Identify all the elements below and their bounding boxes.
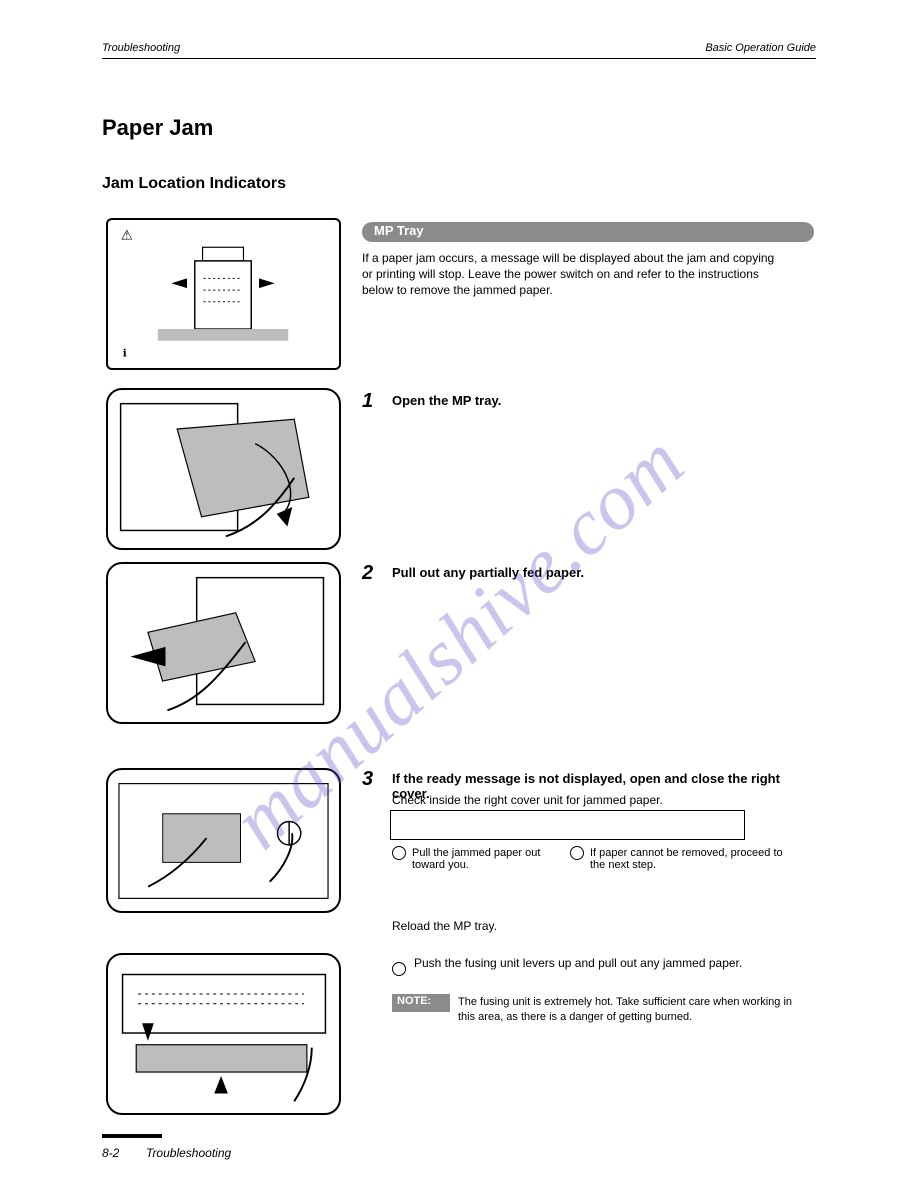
svg-text:⚠: ⚠ [121,227,133,242]
header-rule [102,58,816,59]
note-text: The fusing unit is extremely hot. Take s… [458,995,808,1025]
printer-outline-icon: ⚠ ℹ [108,220,339,368]
figure-jam-locations: ⚠ ℹ [106,218,341,370]
section-subtitle: Jam Location Indicators [102,175,286,193]
diagram-box [390,810,745,840]
footer-rule [102,1134,162,1138]
step-4-text: Push the fusing unit levers up and pull … [414,956,809,970]
header-right: Basic Operation Guide [705,42,816,54]
manual-page: Troubleshooting Basic Operation Guide Pa… [0,0,918,1188]
step-2-number: 2 [362,562,373,585]
figure-pull-paper [106,562,341,724]
figure-fusing-unit [106,953,341,1115]
right-cover-icon [108,770,339,911]
step-1-text: Open the MP tray. [392,393,812,408]
marker-a-label: Pull the jammed paper out toward you. [412,847,562,871]
marker-b-icon [570,846,584,860]
svg-text:ℹ: ℹ [123,347,127,359]
note-title: NOTE: [397,995,431,1007]
header-left: Troubleshooting [102,42,180,54]
step-3-number: 3 [362,768,373,791]
figure-open-mp-tray [106,388,341,550]
intro-paragraph: If a paper jam occurs, a message will be… [362,250,782,299]
subsection-title: MP Tray [374,223,424,238]
fusing-unit-icon [108,955,339,1113]
open-tray-icon [108,390,339,548]
step-3-body2: Reload the MP tray. [392,918,812,934]
marker-a-icon [392,846,406,860]
subsection-bar [362,222,814,242]
footer-label: Troubleshooting [146,1146,231,1160]
section-title: Paper Jam [102,115,213,141]
footer-page-number: 8-2 [102,1146,119,1160]
marker-c-icon [392,962,406,976]
step-3-body1: Check inside the right cover unit for ja… [392,792,812,808]
pull-paper-icon [108,564,339,722]
step-2-text: Pull out any partially fed paper. [392,565,812,580]
step-1-number: 1 [362,390,373,413]
figure-right-cover [106,768,341,913]
marker-b-label: If paper cannot be removed, proceed to t… [590,847,790,871]
